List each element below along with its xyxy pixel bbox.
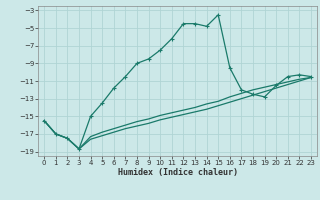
X-axis label: Humidex (Indice chaleur): Humidex (Indice chaleur): [118, 168, 238, 177]
